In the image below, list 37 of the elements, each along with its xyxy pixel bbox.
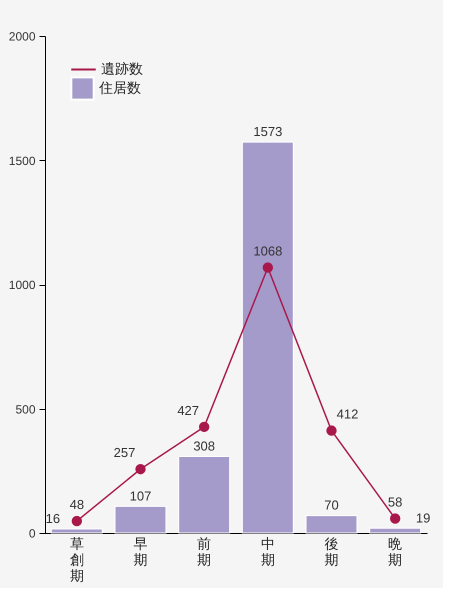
- legend-label: 住居数: [98, 80, 141, 96]
- bar: [50, 528, 103, 534]
- point: [326, 425, 337, 436]
- point: [262, 262, 274, 273]
- y-tick-label: 2000: [8, 30, 36, 44]
- x-tick-label: 早期: [134, 536, 148, 568]
- x-tick-label: 前期: [197, 536, 212, 568]
- point: [390, 513, 400, 524]
- y-tick-label: 500: [15, 402, 36, 416]
- data-label: 427: [177, 402, 200, 418]
- data-label: 16: [46, 511, 60, 526]
- y-tick-label: 1000: [8, 278, 36, 292]
- data-label: 58: [388, 494, 402, 510]
- point: [72, 516, 82, 526]
- bar: [178, 456, 230, 534]
- point: [198, 422, 210, 432]
- legend-label: 遺跡数: [101, 60, 143, 76]
- y-tick-label: 0: [28, 526, 36, 540]
- data-label: 1068: [253, 244, 282, 259]
- bar: [306, 515, 358, 534]
- data-label: 107: [130, 488, 152, 504]
- x-tick-label: 草創期: [70, 536, 84, 584]
- y-tick-label: 1500: [8, 154, 36, 168]
- data-label: 48: [70, 497, 84, 512]
- data-label: 257: [114, 445, 136, 460]
- data-label: 19: [416, 510, 430, 526]
- bar: [114, 506, 166, 534]
- x-tick-label: 中期: [260, 536, 275, 568]
- bar: [369, 528, 422, 534]
- data-label: 412: [336, 406, 358, 422]
- data-label: 70: [324, 498, 339, 513]
- x-tick-label: 後期: [324, 536, 338, 568]
- data-label: 308: [193, 438, 216, 454]
- data-label: 1573: [253, 124, 282, 140]
- bar: [242, 142, 294, 534]
- x-tick-label: 晩期: [388, 536, 402, 568]
- point: [135, 464, 146, 474]
